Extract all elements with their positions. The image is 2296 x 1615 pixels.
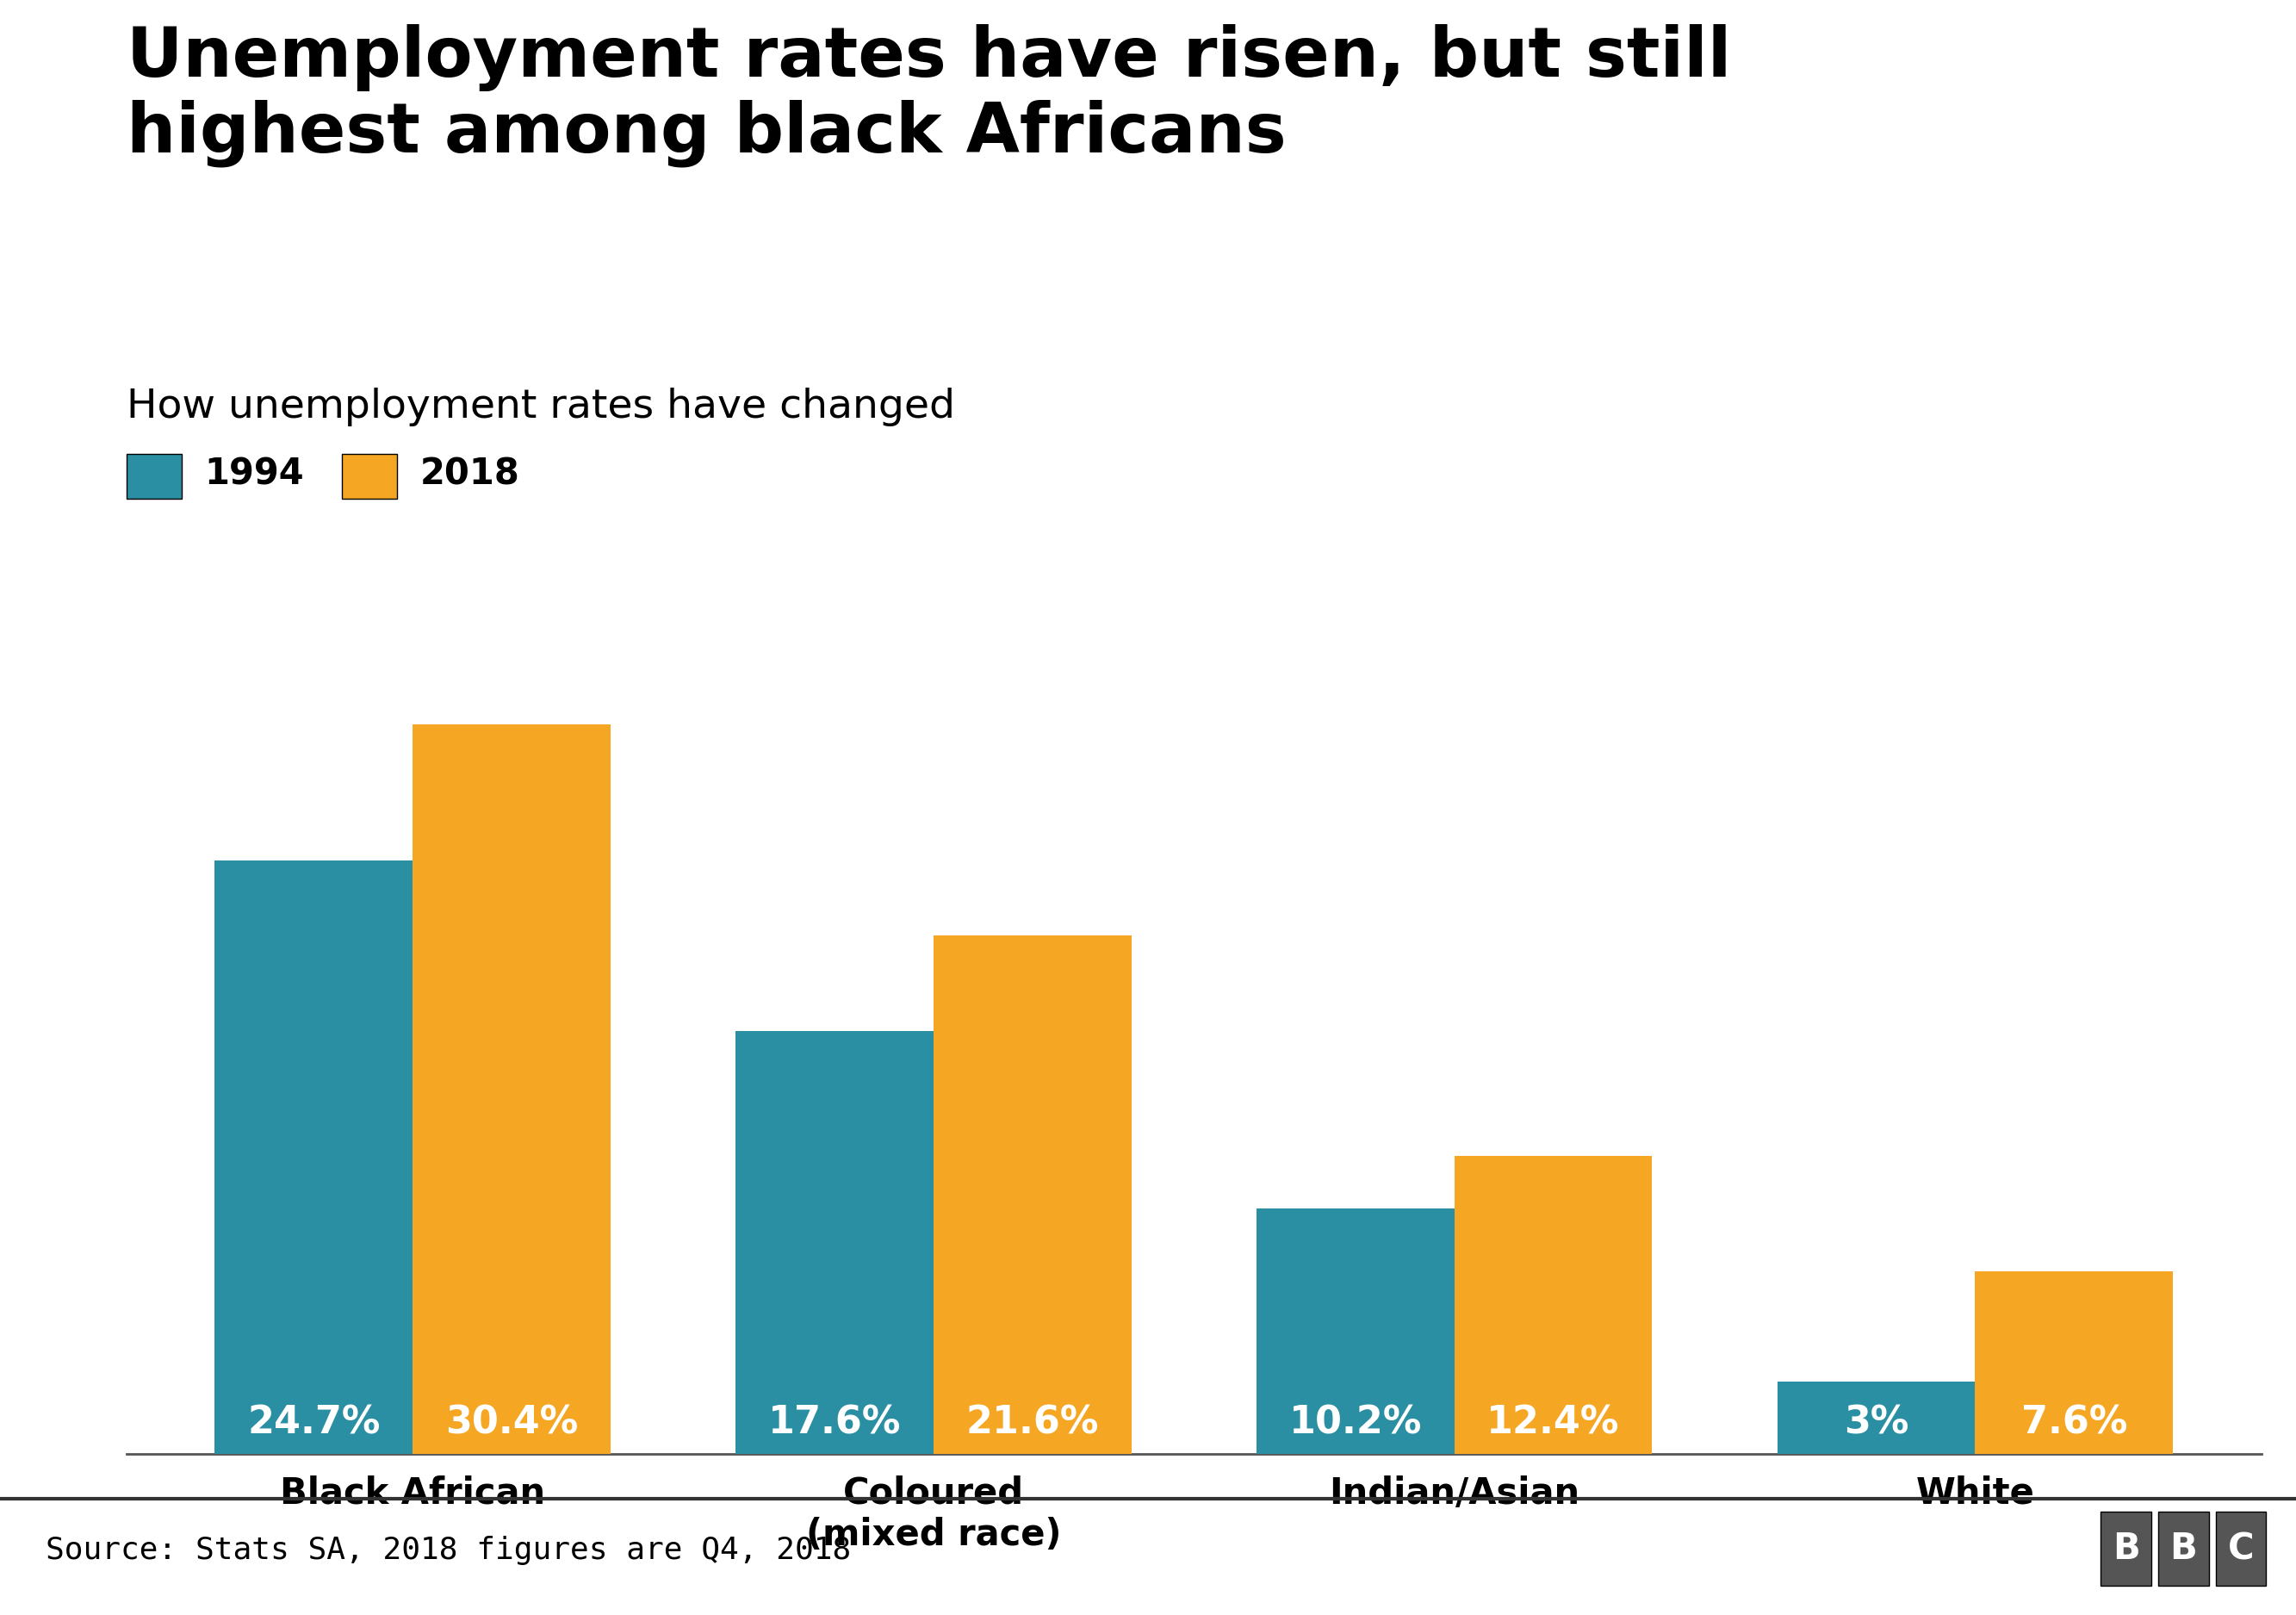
Text: B: B [2170, 1531, 2197, 1567]
Bar [934, 935, 1132, 1454]
Text: Source: Stats SA, 2018 figures are Q4, 2018: Source: Stats SA, 2018 figures are Q4, 2… [46, 1536, 852, 1565]
Text: C: C [2227, 1531, 2255, 1567]
Bar [1777, 1381, 1975, 1454]
Text: 12.4%: 12.4% [1488, 1405, 1619, 1442]
Text: B: B [2112, 1531, 2140, 1567]
Bar [1256, 1208, 1453, 1454]
Bar [216, 861, 413, 1454]
Text: 2018: 2018 [420, 455, 519, 493]
Bar [735, 1032, 934, 1454]
Text: 21.6%: 21.6% [967, 1405, 1100, 1442]
Text: Unemployment rates have risen, but still
highest among black Africans: Unemployment rates have risen, but still… [126, 24, 1731, 166]
Text: 10.2%: 10.2% [1288, 1405, 1421, 1442]
Bar [413, 724, 611, 1454]
Text: 30.4%: 30.4% [445, 1405, 579, 1442]
Text: 24.7%: 24.7% [248, 1405, 381, 1442]
Text: How unemployment rates have changed: How unemployment rates have changed [126, 388, 955, 426]
Text: 1994: 1994 [204, 455, 303, 493]
Text: 3%: 3% [1844, 1405, 1908, 1442]
Bar [1975, 1271, 2172, 1454]
Text: 7.6%: 7.6% [2020, 1405, 2126, 1442]
Text: 17.6%: 17.6% [769, 1405, 900, 1442]
Bar [1453, 1156, 1653, 1454]
